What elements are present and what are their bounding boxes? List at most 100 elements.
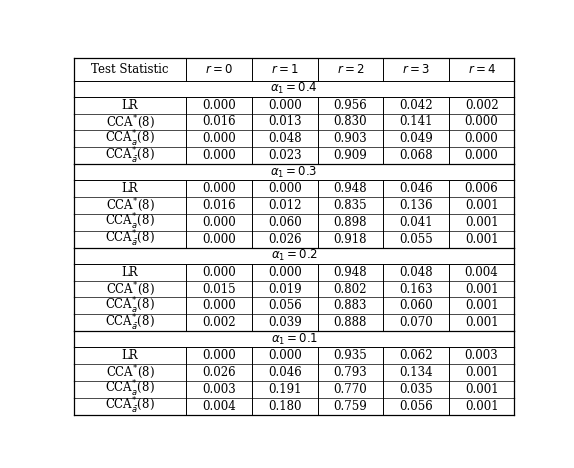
Text: 0.909: 0.909 xyxy=(333,149,367,162)
Text: $r = 0$: $r = 0$ xyxy=(205,63,233,76)
Text: 0.016: 0.016 xyxy=(202,199,236,212)
Text: 0.042: 0.042 xyxy=(399,99,433,111)
Text: $\alpha_1 = 0.3$: $\alpha_1 = 0.3$ xyxy=(270,165,318,180)
Text: 0.888: 0.888 xyxy=(333,316,367,329)
Text: 0.000: 0.000 xyxy=(268,266,301,278)
Text: $\alpha_1 = 0.2$: $\alpha_1 = 0.2$ xyxy=(271,248,317,263)
Text: 0.000: 0.000 xyxy=(465,116,498,128)
Text: 0.060: 0.060 xyxy=(399,300,433,312)
Text: 0.759: 0.759 xyxy=(333,400,367,413)
Text: 0.026: 0.026 xyxy=(268,233,301,246)
Text: 0.793: 0.793 xyxy=(333,366,367,379)
Text: 0.055: 0.055 xyxy=(399,233,433,246)
Text: 0.046: 0.046 xyxy=(268,366,301,379)
Text: 0.035: 0.035 xyxy=(399,383,433,396)
Text: 0.802: 0.802 xyxy=(333,283,367,295)
Text: $r = 1$: $r = 1$ xyxy=(271,63,298,76)
Text: 0.935: 0.935 xyxy=(333,349,367,362)
Text: 0.883: 0.883 xyxy=(333,300,367,312)
Text: CCA$^{*}_{\bar{a}}$(8): CCA$^{*}_{\bar{a}}$(8) xyxy=(105,396,155,417)
Text: LR: LR xyxy=(122,99,138,111)
Text: 0.004: 0.004 xyxy=(465,266,498,278)
Text: 0.006: 0.006 xyxy=(465,182,498,195)
Text: 0.026: 0.026 xyxy=(202,366,236,379)
Text: 0.000: 0.000 xyxy=(202,300,236,312)
Text: CCA$^{*}_{\bar{a}}$(8): CCA$^{*}_{\bar{a}}$(8) xyxy=(105,229,155,249)
Text: 0.948: 0.948 xyxy=(333,182,367,195)
Text: 0.048: 0.048 xyxy=(399,266,433,278)
Text: CCA$^{*}_{a}$(8): CCA$^{*}_{a}$(8) xyxy=(105,212,155,233)
Text: Test Statistic: Test Statistic xyxy=(91,63,169,76)
Text: 0.000: 0.000 xyxy=(202,132,236,146)
Text: 0.001: 0.001 xyxy=(465,199,498,212)
Text: 0.004: 0.004 xyxy=(202,400,236,413)
Text: CCA$^{*}$(8): CCA$^{*}$(8) xyxy=(106,280,154,298)
Text: 0.001: 0.001 xyxy=(465,216,498,229)
Text: 0.039: 0.039 xyxy=(268,316,301,329)
Text: 0.001: 0.001 xyxy=(465,400,498,413)
Text: 0.002: 0.002 xyxy=(465,99,498,111)
Text: 0.956: 0.956 xyxy=(333,99,367,111)
Text: 0.023: 0.023 xyxy=(268,149,301,162)
Text: 0.012: 0.012 xyxy=(268,199,301,212)
Text: 0.136: 0.136 xyxy=(399,199,433,212)
Text: 0.000: 0.000 xyxy=(465,132,498,146)
Text: 0.770: 0.770 xyxy=(333,383,367,396)
Text: CCA$^{*}$(8): CCA$^{*}$(8) xyxy=(106,364,154,381)
Text: 0.134: 0.134 xyxy=(399,366,433,379)
Text: 0.898: 0.898 xyxy=(333,216,367,229)
Text: CCA$^{*}_{\bar{a}}$(8): CCA$^{*}_{\bar{a}}$(8) xyxy=(105,313,155,333)
Text: 0.000: 0.000 xyxy=(268,182,301,195)
Text: $\alpha_1 = 0.1$: $\alpha_1 = 0.1$ xyxy=(270,332,318,347)
Text: 0.016: 0.016 xyxy=(202,116,236,128)
Text: 0.000: 0.000 xyxy=(202,266,236,278)
Text: 0.003: 0.003 xyxy=(202,383,236,396)
Text: 0.001: 0.001 xyxy=(465,383,498,396)
Text: 0.062: 0.062 xyxy=(399,349,433,362)
Text: 0.000: 0.000 xyxy=(202,216,236,229)
Text: 0.001: 0.001 xyxy=(465,300,498,312)
Text: 0.068: 0.068 xyxy=(399,149,433,162)
Text: CCA$^{*}_{a}$(8): CCA$^{*}_{a}$(8) xyxy=(105,380,155,400)
Text: 0.918: 0.918 xyxy=(333,233,367,246)
Text: 0.000: 0.000 xyxy=(202,233,236,246)
Text: 0.000: 0.000 xyxy=(465,149,498,162)
Text: 0.001: 0.001 xyxy=(465,316,498,329)
Text: 0.001: 0.001 xyxy=(465,233,498,246)
Text: 0.000: 0.000 xyxy=(202,149,236,162)
Text: 0.049: 0.049 xyxy=(399,132,433,146)
Text: 0.001: 0.001 xyxy=(465,283,498,295)
Text: 0.001: 0.001 xyxy=(465,366,498,379)
Text: 0.003: 0.003 xyxy=(465,349,498,362)
Text: CCA$^{*}_{a}$(8): CCA$^{*}_{a}$(8) xyxy=(105,296,155,316)
Text: 0.163: 0.163 xyxy=(399,283,433,295)
Text: 0.830: 0.830 xyxy=(333,116,367,128)
Text: 0.000: 0.000 xyxy=(268,99,301,111)
Text: 0.019: 0.019 xyxy=(268,283,301,295)
Text: $r = 2$: $r = 2$ xyxy=(336,63,364,76)
Text: LR: LR xyxy=(122,349,138,362)
Text: 0.070: 0.070 xyxy=(399,316,433,329)
Text: 0.000: 0.000 xyxy=(202,349,236,362)
Text: 0.835: 0.835 xyxy=(333,199,367,212)
Text: $r = 3$: $r = 3$ xyxy=(402,63,430,76)
Text: 0.056: 0.056 xyxy=(399,400,433,413)
Text: 0.141: 0.141 xyxy=(399,116,433,128)
Text: CCA$^{*}$(8): CCA$^{*}$(8) xyxy=(106,197,154,214)
Text: 0.191: 0.191 xyxy=(268,383,301,396)
Text: 0.048: 0.048 xyxy=(268,132,301,146)
Text: 0.015: 0.015 xyxy=(202,283,236,295)
Text: 0.000: 0.000 xyxy=(268,349,301,362)
Text: 0.060: 0.060 xyxy=(268,216,301,229)
Text: 0.046: 0.046 xyxy=(399,182,433,195)
Text: LR: LR xyxy=(122,266,138,278)
Text: 0.013: 0.013 xyxy=(268,116,301,128)
Text: 0.000: 0.000 xyxy=(202,182,236,195)
Text: 0.948: 0.948 xyxy=(333,266,367,278)
Text: $\alpha_1 = 0.4$: $\alpha_1 = 0.4$ xyxy=(270,81,318,96)
Text: 0.002: 0.002 xyxy=(202,316,236,329)
Text: $r = 4$: $r = 4$ xyxy=(467,63,495,76)
Text: LR: LR xyxy=(122,182,138,195)
Text: 0.903: 0.903 xyxy=(333,132,367,146)
Text: CCA$^{*}_{a}$(8): CCA$^{*}_{a}$(8) xyxy=(105,129,155,149)
